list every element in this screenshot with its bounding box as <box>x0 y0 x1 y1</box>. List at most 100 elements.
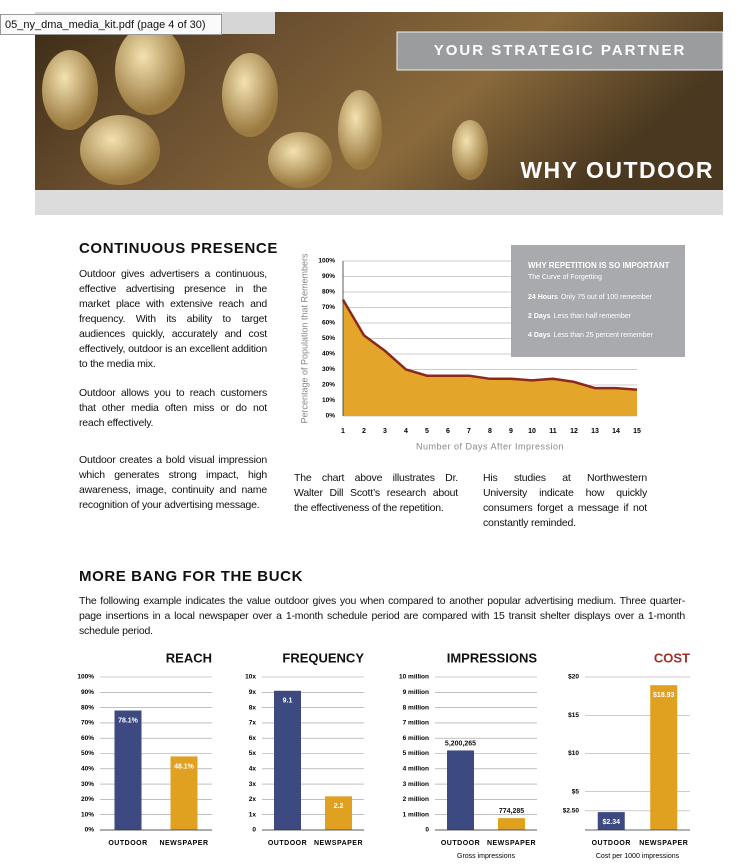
y-tick-label: 70% <box>322 304 335 311</box>
x-tick-label: 5 <box>425 428 429 435</box>
y-tick-label: 6x <box>249 735 257 742</box>
value-label: $18.93 <box>653 692 675 699</box>
y-tick-label: 50% <box>322 335 335 342</box>
chart-title: FREQUENCY <box>282 650 364 665</box>
header-title: WHY OUTDOOR <box>520 157 714 183</box>
y-tick-label: 3 million <box>403 781 429 788</box>
annotation-label: 2 Days <box>528 313 551 320</box>
y-tick-label: 80% <box>322 289 335 296</box>
y-tick-label: 0% <box>85 827 95 834</box>
value-label: 48.1% <box>174 763 195 770</box>
value-label: 5,200,265 <box>445 740 476 747</box>
x-tick-label: 1 <box>341 428 345 435</box>
y-tick-label: 4 million <box>403 766 429 773</box>
value-label: 2.2 <box>334 803 344 810</box>
bar <box>498 818 525 830</box>
curve <box>341 299 638 391</box>
value-label: 774,285 <box>499 808 524 815</box>
y-tick-label: 10x <box>245 674 256 681</box>
bar <box>170 756 198 830</box>
y-tick-label: 20% <box>81 796 94 803</box>
y-tick-label: 1x <box>249 811 257 818</box>
x-tick-label: 8 <box>488 428 492 435</box>
y-axis-label: Percentage of Population that Remembers <box>299 253 309 424</box>
value-label: 78.1% <box>118 717 139 724</box>
y-tick-label: 100% <box>77 674 94 681</box>
y-tick-label: 3x <box>249 781 257 788</box>
x-tick-label: 10 <box>528 428 536 435</box>
chart-subtitle: Cost per 1000 impressions <box>596 853 680 860</box>
chart-note: The chart above illustrates Dr. Walter D… <box>294 472 458 514</box>
y-tick-label: 6 million <box>403 735 429 742</box>
chart-note: His studies at Northwestern University i… <box>483 472 647 529</box>
y-tick-label: 2 million <box>403 796 429 803</box>
x-tick-label: OUTDOOR <box>268 840 307 847</box>
y-tick-label: 5x <box>249 750 257 757</box>
y-tick-label: 9x <box>249 689 257 696</box>
y-tick-label: 40% <box>81 766 94 773</box>
annotation-label: 24 Hours <box>528 294 558 301</box>
chess-piece <box>338 90 382 170</box>
annotation-item: 24 Hours Only 75 out of 100 remember <box>528 294 653 301</box>
y-tick-label: 7x <box>249 720 257 727</box>
annotation-item: 2 Days Less than half remember <box>528 313 632 320</box>
y-tick-label: 10% <box>322 397 335 404</box>
y-tick-label: 8x <box>249 704 257 711</box>
x-tick-label: 6 <box>446 428 450 435</box>
y-tick-label: 60% <box>322 320 335 327</box>
x-tick-label: 14 <box>612 428 620 435</box>
value-label: $2.34 <box>602 819 620 826</box>
x-tick-label: 15 <box>633 428 641 435</box>
bar <box>114 710 142 830</box>
paragraph: Outdoor creates a bold visual impression… <box>79 454 267 511</box>
x-tick-label: NEWSPAPER <box>487 840 536 847</box>
chart-title: IMPRESSIONS <box>447 650 538 665</box>
bar <box>650 685 678 830</box>
header-band <box>35 190 723 215</box>
x-tick-label: 9 <box>509 428 513 435</box>
y-tick-label: 60% <box>81 735 94 742</box>
y-tick-label: 50% <box>81 750 94 757</box>
y-tick-label: 40% <box>322 351 335 358</box>
y-tick-label: 30% <box>81 781 94 788</box>
x-tick-label: 4 <box>404 428 408 435</box>
x-tick-label: 13 <box>591 428 599 435</box>
bar <box>597 812 625 830</box>
y-tick-label: 10% <box>81 811 94 818</box>
x-tick-label: 3 <box>383 428 387 435</box>
section-heading: MORE BANG FOR THE BUCK <box>79 568 304 585</box>
y-tick-label: 20% <box>322 382 335 389</box>
paragraph: The following example indicates the valu… <box>79 595 685 637</box>
y-tick-label: $10 <box>568 750 579 757</box>
tagline: YOUR STRATEGIC PARTNER <box>434 42 687 59</box>
y-tick-label: 7 million <box>403 720 429 727</box>
paragraph: Outdoor gives advertisers a continuous, … <box>79 268 267 370</box>
annotation-text: Only 75 out of 100 remember <box>561 294 653 301</box>
chess-piece <box>268 132 332 188</box>
x-tick-label: NEWSPAPER <box>159 840 208 847</box>
annotation-label: 4 Days <box>528 332 551 339</box>
y-tick-label: 1 million <box>403 811 429 818</box>
chart-subtitle: Gross impressions <box>457 853 515 860</box>
x-tick-label: OUTDOOR <box>441 840 480 847</box>
value-label: 9.1 <box>283 698 293 705</box>
annotation-subtitle: The Curve of Forgetting <box>528 274 602 281</box>
chess-piece <box>80 115 160 185</box>
y-tick-label: 30% <box>322 366 335 373</box>
bar <box>274 690 301 830</box>
y-tick-label: $5 <box>572 788 580 795</box>
y-tick-label: $20 <box>568 674 579 681</box>
bar <box>325 796 352 830</box>
tagline-box <box>396 31 724 71</box>
x-tick-label: NEWSPAPER <box>314 840 363 847</box>
y-tick-label: 4x <box>249 766 257 773</box>
file-tab: 05_ny_dma_media_kit.pdf (page 4 of 30) <box>0 14 222 35</box>
paragraph: Outdoor allows you to reach customers th… <box>79 387 267 429</box>
y-tick-label: 90% <box>81 689 94 696</box>
y-tick-label: $2.50 <box>563 808 580 815</box>
x-tick-label: NEWSPAPER <box>639 840 688 847</box>
x-tick-label: 2 <box>362 428 366 435</box>
annotation-item: 4 Days Less than 25 percent remember <box>528 332 653 339</box>
header: YOUR STRATEGIC PARTNER WHY OUTDOOR <box>35 12 724 215</box>
